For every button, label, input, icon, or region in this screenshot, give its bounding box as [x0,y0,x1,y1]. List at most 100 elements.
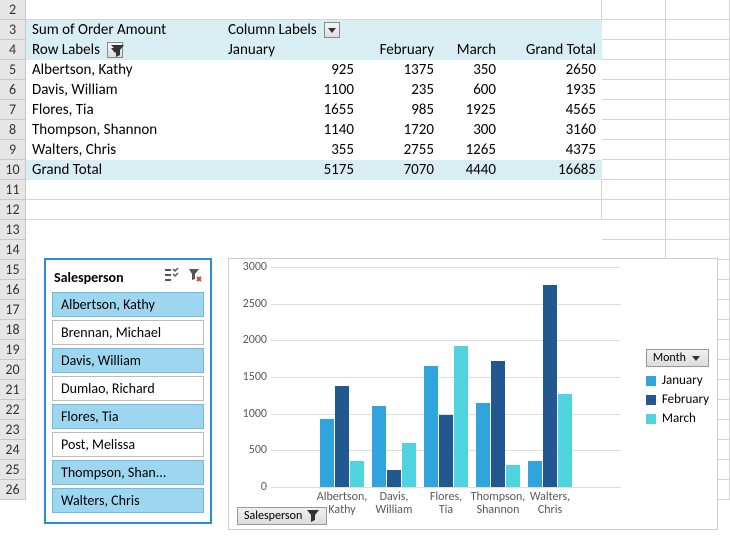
chart-bar[interactable] [439,415,453,487]
row-labels-filter-button[interactable] [107,42,123,58]
slicer-item[interactable]: Albertson, Kathy [52,292,204,317]
row-header[interactable]: 18 [0,320,26,340]
slicer-item[interactable]: Dumlao, Richard [52,376,204,401]
pivot-row-label: Thompson, Shannon [26,120,222,140]
row-labels-header: Row Labels [32,41,100,59]
pivot-cell: 1265 [440,140,502,160]
slicer-item[interactable]: Thompson, Shan... [52,460,204,485]
grand-total-gt: 16685 [502,160,602,180]
legend-label: March [662,411,696,426]
row-header[interactable]: 20 [0,360,26,380]
row-header[interactable]: 21 [0,380,26,400]
row-header[interactable]: 24 [0,440,26,460]
row-header[interactable]: 11 [0,180,26,200]
row-header[interactable]: 7 [0,100,26,120]
col-hdr-feb: February [360,40,440,60]
pivot-cell: 2755 [360,140,440,160]
legend-label: January [662,373,703,388]
slicer-item[interactable]: Walters, Chris [52,488,204,513]
pivot-cell: 300 [440,120,502,140]
chart-bar[interactable] [491,361,505,487]
pivot-cell: 1100 [222,80,360,100]
legend-item[interactable]: January [646,373,709,388]
row-header[interactable]: 13 [0,220,26,240]
chart-bar[interactable] [402,443,416,487]
row-header[interactable]: 22 [0,400,26,420]
row-header[interactable]: 9 [0,140,26,160]
pivot-cell: 2650 [502,60,602,80]
y-tick-label: 1000 [243,407,267,421]
salesperson-slicer[interactable]: Salesperson Albertson, Kathy Brennan, Mic… [44,258,212,524]
legend-item[interactable]: February [646,392,709,407]
pivot-title-right: Column Labels [228,21,317,39]
grand-total-label: Grand Total [26,160,222,180]
legend-swatch [646,414,656,424]
row-header[interactable]: 15 [0,260,26,280]
chart-bar[interactable] [506,465,520,487]
y-tick-label: 2500 [243,297,267,311]
row-header[interactable]: 8 [0,120,26,140]
pivot-cell: 1140 [222,120,360,140]
pivot-row: Davis, William11002356001935 [26,80,602,100]
row-header[interactable]: 5 [0,60,26,80]
row-header[interactable]: 3 [0,20,26,40]
row-header[interactable]: 6 [0,80,26,100]
pivot-chart[interactable]: 050010001500200025003000Albertson,KathyD… [228,258,718,530]
pivot-row-label: Walters, Chris [26,140,222,160]
row-header[interactable]: 25 [0,460,26,480]
slicer-item[interactable]: Davis, William [52,348,204,373]
pivot-cell: 4565 [502,100,602,120]
col-hdr-jan: January [222,40,360,60]
row-header[interactable]: 16 [0,280,26,300]
slicer-item[interactable]: Post, Melissa [52,432,204,457]
chart-bar[interactable] [528,461,542,487]
legend-label: February [662,392,709,407]
row-header[interactable]: 26 [0,480,26,500]
chart-bar[interactable] [335,386,349,487]
grand-total-jan: 5175 [222,160,360,180]
grand-total-feb: 7070 [360,160,440,180]
chart-bar[interactable] [350,461,364,487]
slicer-item[interactable]: Brennan, Michael [52,320,204,345]
legend-swatch [646,395,656,405]
pivot-cell: 3160 [502,120,602,140]
row-header[interactable]: 12 [0,200,26,220]
pivot-row: Albertson, Kathy92513753502650 [26,60,602,80]
col-hdr-gt: Grand Total [502,40,602,60]
pivot-title-left: Sum of Order Amount [26,20,222,40]
column-labels-filter-button[interactable] [324,22,340,38]
row-header[interactable]: 19 [0,340,26,360]
slicer-title: Salesperson [54,269,124,286]
pivot-row: Walters, Chris355275512654375 [26,140,602,160]
legend-swatch [646,376,656,386]
legend-item[interactable]: March [646,411,709,426]
pivot-row: Flores, Tia165598519254565 [26,100,602,120]
row-header[interactable]: 2 [0,0,26,20]
pivot-cell: 1935 [502,80,602,100]
axis-field-button[interactable]: Salesperson [237,507,327,525]
row-header[interactable]: 23 [0,420,26,440]
row-header[interactable]: 4 [0,40,26,60]
legend-field-button[interactable]: Month [646,349,709,367]
y-tick-label: 500 [249,443,267,457]
grand-total-mar: 4440 [440,160,502,180]
multi-select-icon[interactable] [165,269,182,286]
chart-bar[interactable] [387,470,401,487]
clear-filter-icon[interactable] [188,269,202,286]
chart-bar[interactable] [558,394,572,487]
chart-bar[interactable] [372,406,386,487]
col-hdr-mar: March [440,40,502,60]
slicer-item[interactable]: Flores, Tia [52,404,204,429]
axis-field-label: Salesperson [244,509,302,523]
y-tick-label: 1500 [243,370,267,384]
chart-bar[interactable] [454,346,468,487]
chart-bar[interactable] [320,419,334,487]
pivot-cell: 925 [222,60,360,80]
pivot-cell: 1720 [360,120,440,140]
row-header[interactable]: 17 [0,300,26,320]
row-header[interactable]: 14 [0,240,26,260]
chart-bar[interactable] [476,403,490,487]
chart-bar[interactable] [424,366,438,487]
chart-bar[interactable] [543,285,557,487]
row-header[interactable]: 10 [0,160,26,180]
